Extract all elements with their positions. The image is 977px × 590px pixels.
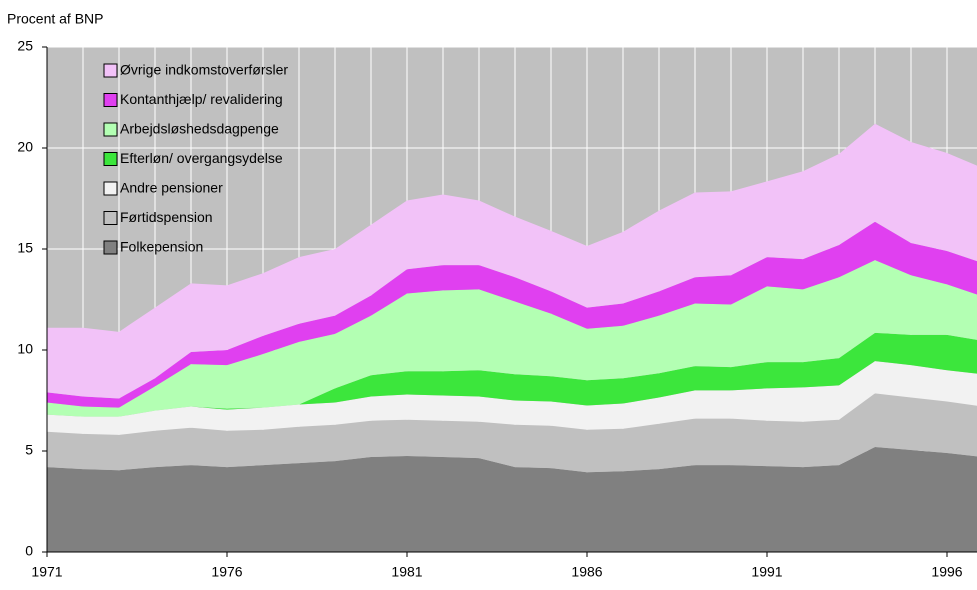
x-tick-label: 1991 xyxy=(751,564,782,580)
legend-label: Kontanthjælp/ revalidering xyxy=(120,91,283,107)
area xyxy=(47,123,977,399)
legend-label: Førtidspension xyxy=(120,209,213,225)
legend-swatch xyxy=(103,240,118,255)
y-tick-label: 25 xyxy=(17,38,33,54)
area xyxy=(47,361,977,435)
x-tick-label: 1981 xyxy=(391,564,422,580)
x-tick-label: 1996 xyxy=(931,564,962,580)
legend-label: Andre pensioner xyxy=(120,180,223,196)
legend-swatch xyxy=(103,122,118,137)
y-tick-label: 5 xyxy=(25,442,33,458)
legend-swatch xyxy=(103,63,118,78)
legend-label: Arbejdsløshedsdagpenge xyxy=(120,121,279,137)
area xyxy=(47,221,977,408)
legend-label: Øvrige indkomstoverførsler xyxy=(120,62,288,78)
legend-swatch xyxy=(103,211,118,225)
y-tick-label: 0 xyxy=(25,543,33,559)
area xyxy=(47,446,977,552)
legend-swatch xyxy=(103,152,118,166)
legend-swatch xyxy=(103,93,118,107)
y-tick-label: 15 xyxy=(17,240,33,256)
legend-label: Folkepension xyxy=(120,239,203,255)
area xyxy=(47,393,977,473)
area xyxy=(47,332,977,417)
y-tick-label: 10 xyxy=(17,341,33,357)
legend-swatch xyxy=(103,181,118,196)
area xyxy=(47,260,977,417)
x-tick-label: 1971 xyxy=(31,564,62,580)
chart-subtitle: Procent af BNP xyxy=(7,11,104,27)
x-tick-label: 1986 xyxy=(571,564,602,580)
legend-label: Efterløn/ overgangsydelse xyxy=(120,150,283,166)
y-tick-label: 20 xyxy=(17,139,33,155)
x-tick-label: 1976 xyxy=(211,564,242,580)
